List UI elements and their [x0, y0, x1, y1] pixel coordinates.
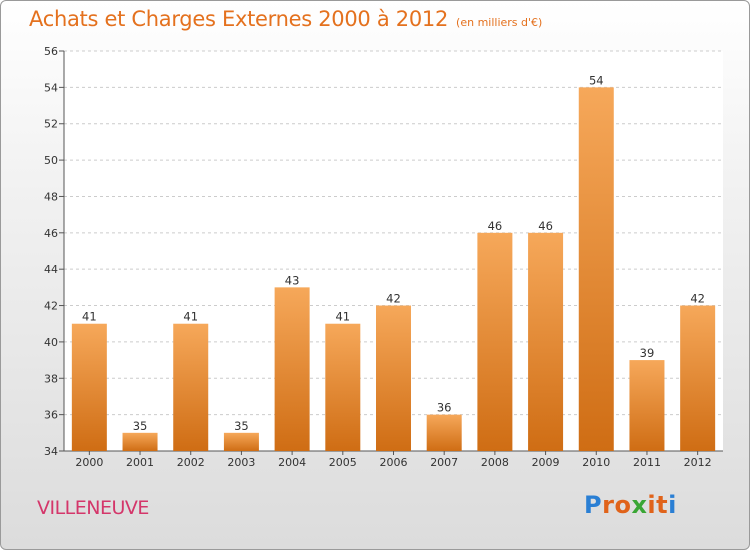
- bar: [528, 232, 564, 451]
- bar: [578, 87, 614, 451]
- bar-value-label: 41: [82, 310, 97, 324]
- bar: [173, 323, 209, 451]
- logo-letter: i: [668, 491, 677, 519]
- logo-letter: x: [631, 491, 648, 519]
- x-tick-label: 2004: [278, 456, 306, 469]
- logo-letter: t: [656, 491, 669, 519]
- bar-value-label: 54: [589, 73, 604, 87]
- bar-value-label: 41: [335, 310, 350, 324]
- bar-value-label: 42: [690, 292, 705, 306]
- x-tick-label: 2002: [177, 456, 205, 469]
- x-tick-label: 2009: [532, 456, 560, 469]
- bar-value-label: 46: [538, 219, 553, 233]
- x-tick-label: 2000: [75, 456, 103, 469]
- bar: [477, 232, 513, 451]
- bar-value-label: 42: [386, 292, 401, 306]
- x-tick-label: 2008: [481, 456, 509, 469]
- x-tick-label: 2001: [126, 456, 154, 469]
- y-tick-label: 46: [44, 227, 58, 240]
- proxiti-logo[interactable]: Proxiti: [584, 491, 677, 519]
- y-tick-label: 54: [44, 81, 58, 94]
- bar: [426, 414, 462, 451]
- bar-value-label: 35: [234, 419, 249, 433]
- y-tick-label: 40: [44, 336, 58, 349]
- y-tick-label: 56: [44, 45, 58, 58]
- chart-title-main: Achats et Charges Externes 2000 à 2012: [29, 7, 449, 31]
- logo-letter: i: [647, 491, 657, 519]
- x-tick-label: 2007: [430, 456, 458, 469]
- chart-title: Achats et Charges Externes 2000 à 2012 (e…: [29, 7, 542, 31]
- x-tick-label: 2012: [684, 456, 712, 469]
- y-tick-label: 34: [44, 445, 58, 458]
- bar: [376, 305, 411, 451]
- y-tick-label: 48: [44, 190, 58, 203]
- bar-value-label: 39: [640, 346, 655, 360]
- y-tick-label: 36: [44, 409, 58, 422]
- chart-title-unit: (en milliers d'€): [456, 16, 543, 29]
- logo-letter: P: [584, 491, 603, 519]
- y-tick-label: 52: [44, 118, 58, 131]
- bar: [629, 360, 665, 451]
- y-tick-label: 38: [44, 372, 58, 385]
- bar: [223, 432, 259, 451]
- y-tick-label: 42: [44, 300, 58, 313]
- x-tick-label: 2011: [633, 456, 661, 469]
- bar-value-label: 36: [437, 401, 452, 415]
- bar: [274, 287, 310, 451]
- bar: [71, 323, 107, 451]
- bar: [122, 432, 158, 451]
- bar-value-label: 43: [285, 273, 300, 287]
- commune-name: VILLENEUVE: [37, 497, 149, 519]
- logo-letter: o: [614, 491, 632, 519]
- bar-value-label: 35: [133, 419, 148, 433]
- x-tick-label: 2006: [380, 456, 408, 469]
- bar: [680, 305, 716, 451]
- x-tick-label: 2010: [582, 456, 610, 469]
- x-tick-label: 2005: [329, 456, 357, 469]
- y-tick-label: 44: [44, 263, 58, 276]
- y-tick-label: 50: [44, 154, 58, 167]
- logo-letter: r: [602, 491, 615, 519]
- bar: [325, 323, 361, 451]
- bar-value-label: 41: [183, 310, 198, 324]
- x-tick-label: 2003: [227, 456, 255, 469]
- bar-value-label: 46: [488, 219, 503, 233]
